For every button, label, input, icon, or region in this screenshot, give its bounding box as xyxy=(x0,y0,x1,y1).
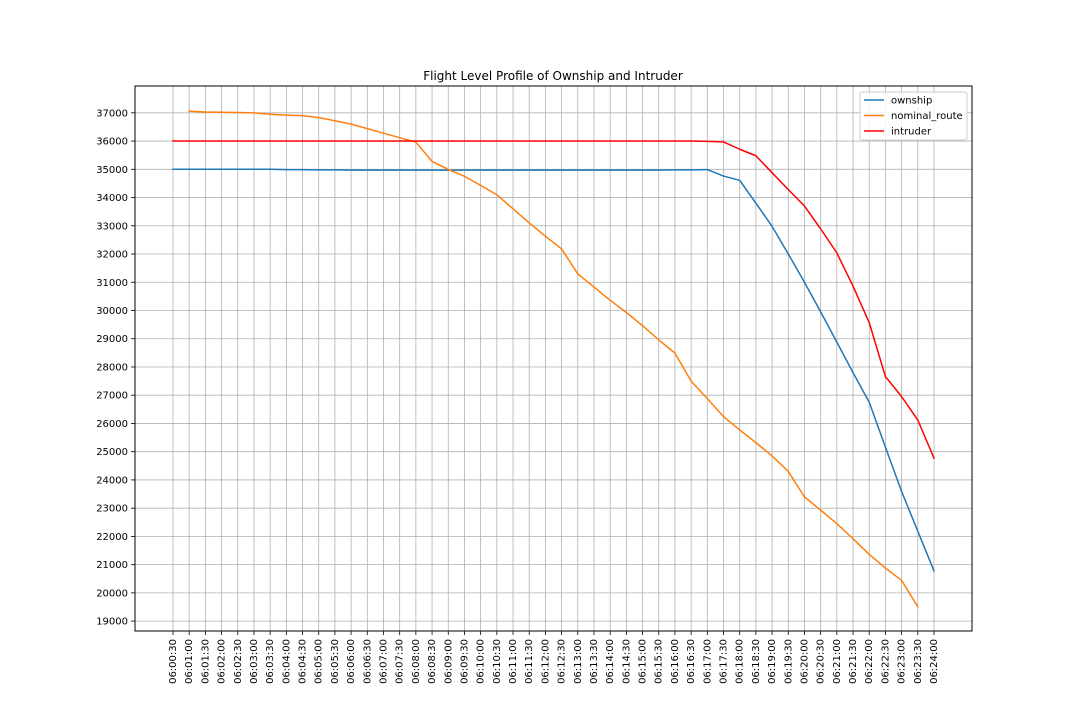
x-tick-label: 06:06:30 xyxy=(362,639,373,684)
x-tick-label: 06:08:30 xyxy=(427,639,438,684)
x-tick-label: 06:07:00 xyxy=(378,639,389,684)
x-tick-label: 06:01:30 xyxy=(200,639,211,684)
x-tick-label: 06:23:00 xyxy=(897,639,908,684)
x-tick-label: 06:15:00 xyxy=(638,639,649,684)
x-tick-label: 06:11:30 xyxy=(524,639,535,684)
y-tick-label: 33000 xyxy=(96,221,128,232)
x-tick-label: 06:10:00 xyxy=(476,639,487,684)
x-tick-label: 06:12:30 xyxy=(557,639,568,684)
x-tick-label: 06:04:00 xyxy=(281,639,292,684)
series-line-nominal_route xyxy=(188,110,919,608)
y-tick-label: 23000 xyxy=(96,504,128,515)
x-tick-label: 06:22:30 xyxy=(880,639,891,684)
y-tick-label: 28000 xyxy=(96,362,128,373)
y-tick-label: 20000 xyxy=(96,588,128,599)
grid-lines xyxy=(135,86,972,631)
legend-box xyxy=(859,91,968,141)
chart-title: Flight Level Profile of Ownship and Intr… xyxy=(423,69,683,83)
y-axis-ticks: 19000 20000 21000 22000 23000 24000 25000 26000… xyxy=(96,108,135,628)
x-tick-label: 06:12:00 xyxy=(540,639,551,684)
x-tick-label: 06:18:30 xyxy=(751,639,762,684)
series-line-ownship xyxy=(172,168,935,572)
x-tick-label: 06:02:30 xyxy=(233,639,244,684)
x-tick-label: 06:14:30 xyxy=(621,639,632,684)
y-tick-label: 29000 xyxy=(96,334,128,345)
x-tick-label: 06:13:30 xyxy=(589,639,600,684)
x-tick-label: 06:23:30 xyxy=(913,639,924,684)
x-tick-label: 06:21:30 xyxy=(848,639,859,684)
legend-label-ownship: ownship xyxy=(891,96,932,107)
x-tick-label: 06:16:00 xyxy=(670,639,681,684)
x-tick-label: 06:13:00 xyxy=(573,639,584,684)
x-tick-label: 06:16:30 xyxy=(686,639,697,684)
y-tick-label: 34000 xyxy=(96,193,128,204)
x-tick-label: 06:09:30 xyxy=(459,639,470,684)
x-tick-label: 06:24:00 xyxy=(929,639,940,684)
x-tick-label: 06:17:30 xyxy=(719,639,730,684)
y-tick-label: 36000 xyxy=(96,137,128,148)
x-tick-label: 06:10:30 xyxy=(492,639,503,684)
x-tick-label: 06:19:00 xyxy=(767,639,778,684)
x-tick-label: 06:17:00 xyxy=(702,639,713,684)
x-tick-label: 06:02:00 xyxy=(217,639,228,684)
x-tick-label: 06:11:00 xyxy=(508,639,519,684)
series-lines xyxy=(172,110,935,608)
legend-label-nominal_route: nominal_route xyxy=(891,111,963,122)
y-tick-label: 32000 xyxy=(96,250,128,261)
x-tick-label: 06:01:00 xyxy=(184,639,195,684)
x-tick-label: 06:20:30 xyxy=(816,639,827,684)
plot-frame xyxy=(134,85,973,632)
x-tick-label: 06:08:00 xyxy=(411,639,422,684)
x-tick-label: 06:09:00 xyxy=(443,639,454,684)
x-tick-label: 06:18:00 xyxy=(735,639,746,684)
x-tick-label: 06:21:00 xyxy=(832,639,843,684)
y-tick-label: 31000 xyxy=(96,278,128,289)
y-tick-label: 37000 xyxy=(96,108,128,119)
x-tick-label: 06:03:00 xyxy=(249,639,260,684)
x-tick-label: 06:15:30 xyxy=(654,639,665,684)
y-tick-label: 21000 xyxy=(96,560,128,571)
x-tick-label: 06:06:00 xyxy=(346,639,357,684)
x-tick-label: 06:05:30 xyxy=(330,639,341,684)
y-tick-label: 22000 xyxy=(96,532,128,543)
y-tick-label: 27000 xyxy=(96,391,128,402)
x-tick-label: 06:14:00 xyxy=(605,639,616,684)
series-line-intruder xyxy=(172,140,935,460)
y-tick-label: 24000 xyxy=(96,475,128,486)
y-tick-label: 35000 xyxy=(96,165,128,176)
x-axis-ticks: 06:00:30 06:01:00 06:01:30 06:02:00 06:02:30… xyxy=(168,631,940,684)
x-tick-label: 06:20:00 xyxy=(799,639,810,684)
x-tick-label: 06:19:30 xyxy=(783,639,794,684)
x-tick-label: 06:05:00 xyxy=(314,639,325,684)
x-tick-label: 06:07:30 xyxy=(395,639,406,684)
y-tick-label: 30000 xyxy=(96,306,128,317)
x-tick-label: 06:04:30 xyxy=(298,639,309,684)
x-tick-label: 06:22:00 xyxy=(864,639,875,684)
y-tick-label: 25000 xyxy=(96,447,128,458)
x-tick-label: 06:03:30 xyxy=(265,639,276,684)
legend-label-intruder: intruder xyxy=(891,127,932,138)
y-tick-label: 19000 xyxy=(96,617,128,628)
y-tick-label: 26000 xyxy=(96,419,128,430)
legend: ownship nominal_route intruder xyxy=(859,91,968,141)
x-tick-label: 06:00:30 xyxy=(168,639,179,684)
